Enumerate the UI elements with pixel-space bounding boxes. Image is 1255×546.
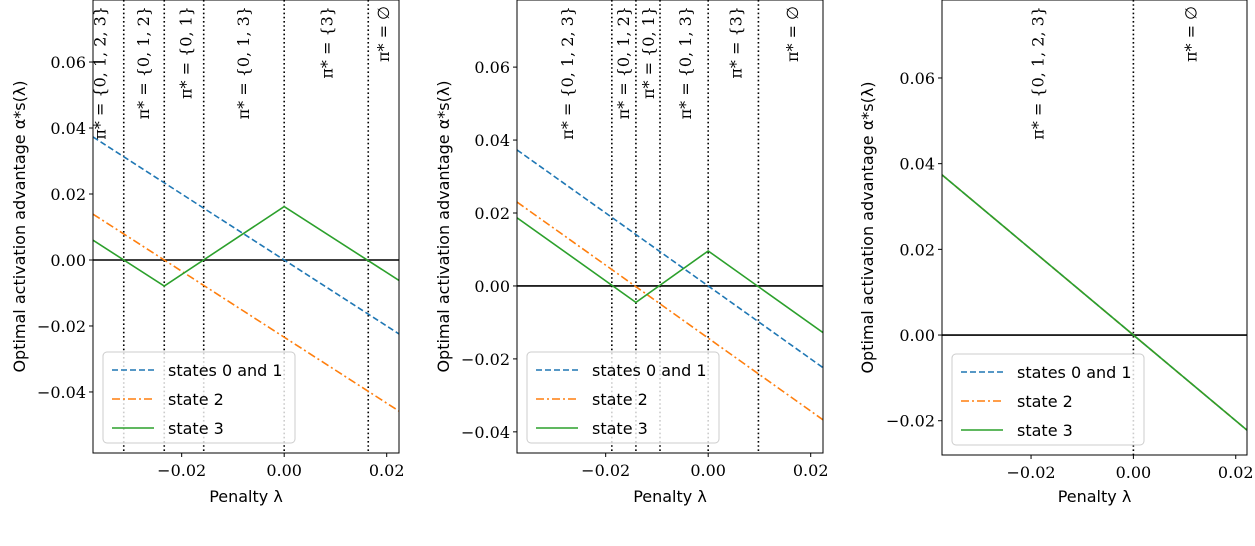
plot-area [517, 0, 823, 453]
regime-annotation: π* = {0, 1, 3} [676, 6, 695, 119]
y-tick-label: 0.02 [899, 240, 935, 259]
plot-area [942, 0, 1247, 455]
x-tick-label: 0.02 [793, 461, 829, 480]
regime-annotation: π* = {3} [726, 6, 745, 79]
x-tick-label: −0.02 [157, 461, 206, 480]
axes-frame [516, 0, 824, 454]
y-tick-label: 0.06 [50, 53, 86, 72]
axes-frame [92, 0, 400, 454]
legend-box [951, 353, 1145, 446]
series-line-states-0-and-1 [93, 136, 399, 335]
y-axis-label: Optimal activation advantage α*s(λ) [858, 81, 877, 373]
legend-label: state 3 [592, 419, 648, 438]
y-tick-label: −0.02 [886, 412, 935, 431]
y-tick-label: −0.02 [461, 350, 510, 369]
legend-box [526, 351, 720, 444]
regime-annotation: π* = ∅ [783, 6, 802, 62]
legend-label: state 2 [168, 390, 224, 409]
y-axis-label: Optimal activation advantage α*s(λ) [434, 80, 453, 372]
x-tick-label: −0.02 [1007, 463, 1056, 482]
y-tick-label: 0.02 [50, 185, 86, 204]
subplot-3: π* = {0, 1, 2, 3} π* = ∅ −0.02 0.00 0.02 −0.0… [858, 0, 1254, 506]
x-tick-label: 0.02 [369, 461, 405, 480]
x-tick-label: −0.02 [581, 461, 630, 480]
series-line-state-3 [517, 217, 823, 334]
y-tick-label: 0.04 [50, 119, 86, 138]
series-line-state-3 [942, 174, 1247, 431]
plot-area [93, 0, 399, 453]
regime-annotation: π* = {0, 1, 2, 3} [558, 6, 577, 140]
regime-annotation: π* = {3} [318, 6, 337, 79]
x-tick-label: 0.00 [266, 461, 302, 480]
y-tick-label: 0.04 [474, 131, 510, 150]
y-tick-label: 0.00 [899, 326, 935, 345]
y-tick-label: 0.02 [474, 204, 510, 223]
regime-annotation: π* = ∅ [1182, 6, 1201, 62]
y-tick-label: 0.00 [50, 251, 86, 270]
subplot-2: π* = {0, 1, 2, 3} π* = {0, 1, 2} π* = {0, … [434, 0, 829, 506]
regime-annotation: π* = {0, 1, 2} [134, 6, 153, 119]
legend-label: states 0 and 1 [1017, 363, 1132, 382]
regime-annotation: π* = {0, 1} [176, 6, 195, 99]
regime-annotation: π* = {0, 1, 2, 3} [1029, 6, 1048, 140]
y-tick-label: 0.06 [899, 69, 935, 88]
x-axis-label: Penalty λ [209, 487, 283, 506]
x-axis-label: Penalty λ [1058, 487, 1132, 506]
x-axis-label: Penalty λ [633, 487, 707, 506]
legend-label: state 3 [168, 419, 224, 438]
y-tick-label: −0.04 [461, 423, 510, 442]
y-tick-label: 0.04 [899, 155, 935, 174]
y-axis-label: Optimal activation advantage α*s(λ) [10, 80, 29, 372]
regime-annotation: π* = ∅ [374, 6, 393, 62]
regime-annotation: π* = {0, 1, 2} [614, 6, 633, 119]
x-tick-label: 0.02 [1218, 463, 1254, 482]
x-tick-label: 0.00 [690, 461, 726, 480]
x-tick-label: 0.00 [1116, 463, 1152, 482]
legend-label: state 2 [1017, 392, 1073, 411]
y-tick-label: −0.04 [37, 383, 86, 402]
series-line-state-2 [517, 201, 823, 421]
legend: states 0 and 1 state 2 state 3 [102, 351, 296, 444]
legend-label: state 2 [592, 390, 648, 409]
legend-box [102, 351, 296, 444]
axes-frame [941, 0, 1248, 456]
regime-annotation: π* = {0, 1, 3} [234, 6, 253, 119]
legend: states 0 and 1 state 2 state 3 [951, 353, 1145, 446]
regime-annotation: π* = {0, 1} [639, 6, 658, 99]
y-tick-label: 0.06 [474, 58, 510, 77]
legend-label: states 0 and 1 [168, 361, 283, 380]
series-line-state-3 [93, 205, 399, 288]
series-line-states-0-and-1 [517, 149, 823, 369]
series-line-state-2 [93, 213, 399, 412]
subplot-1: π* = {0, 1, 2, 3} π* = {0, 1, 2} π* = {0, … [10, 0, 405, 506]
y-tick-label: 0.00 [474, 277, 510, 296]
legend-label: state 3 [1017, 421, 1073, 440]
legend-label: states 0 and 1 [592, 361, 707, 380]
y-tick-label: −0.02 [37, 317, 86, 336]
regime-annotation: π* = {0, 1, 2, 3} [91, 6, 110, 140]
legend: states 0 and 1 state 2 state 3 [526, 351, 720, 444]
